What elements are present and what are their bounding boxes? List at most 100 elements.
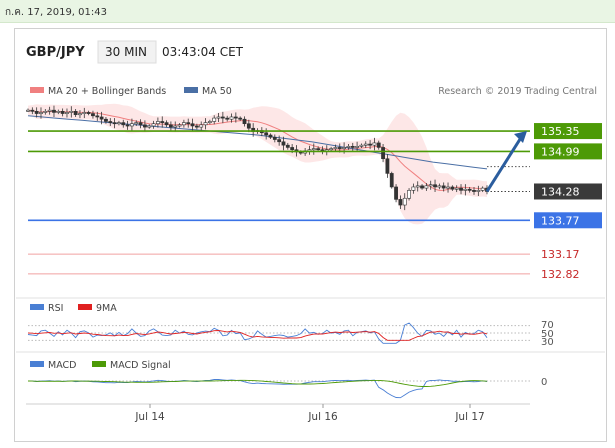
candle — [26, 108, 30, 112]
candle — [147, 124, 152, 129]
candle — [441, 182, 446, 192]
symbol-label: GBP/JPY — [26, 45, 85, 60]
candle — [402, 193, 407, 211]
x-tick-jul17: Jul 17 — [454, 411, 484, 423]
candle — [446, 182, 450, 193]
candle — [130, 118, 134, 132]
macd-line — [27, 378, 488, 399]
candle — [463, 184, 468, 196]
candle — [143, 120, 147, 132]
candle — [381, 144, 385, 163]
macd-zero-label: 0 — [541, 377, 547, 388]
price-levels: 135.35 134.99 134.28 133.77 133.17 132.82 — [28, 123, 602, 281]
candle — [82, 107, 87, 119]
candle — [151, 120, 156, 129]
candle — [450, 185, 455, 191]
candle — [476, 185, 481, 196]
candle — [99, 111, 104, 125]
ma20-legend-label: MA 20 + Bollinger Bands — [48, 86, 166, 97]
interval-label: 30 MIN — [105, 45, 147, 59]
level-label: 135.35 — [541, 125, 580, 138]
candle — [164, 120, 169, 128]
macd-plot — [27, 378, 530, 399]
candle — [43, 109, 48, 115]
price-plot — [26, 103, 489, 225]
rsi-ma-line — [27, 330, 488, 341]
ma50-legend-label: MA 50 — [202, 86, 232, 97]
candle — [389, 171, 394, 189]
chart-frame — [14, 28, 607, 442]
candle — [411, 183, 416, 194]
candle — [39, 107, 43, 119]
candle — [363, 141, 368, 148]
candle — [459, 184, 463, 195]
level-support-3: 133.77 — [28, 212, 602, 229]
ma50-legend-swatch — [184, 87, 198, 93]
candle — [199, 121, 204, 131]
candle — [246, 119, 251, 133]
candle — [242, 116, 247, 127]
candle — [30, 107, 35, 115]
ma50-line — [27, 115, 488, 170]
candle — [277, 135, 282, 146]
candle — [420, 184, 424, 190]
candle — [472, 186, 476, 195]
candle — [95, 111, 100, 121]
candle — [355, 141, 359, 152]
candle — [376, 140, 381, 150]
rsi-legend-label: RSI — [48, 303, 63, 314]
level-resistance-1: 134.99 — [28, 143, 602, 160]
candle — [121, 119, 126, 128]
candle — [156, 117, 160, 128]
candle — [56, 109, 61, 115]
candle — [186, 118, 191, 128]
candle — [428, 180, 433, 190]
ma20-line — [27, 109, 488, 191]
candle — [285, 142, 290, 150]
date-bar: ก.ค. 17, 2019, 01:43 — [0, 0, 615, 23]
level-label: 134.28 — [541, 185, 580, 198]
interval-box — [97, 40, 157, 64]
candle — [398, 195, 403, 209]
candle — [264, 128, 269, 140]
rsi-line — [27, 322, 488, 344]
candle — [372, 137, 377, 151]
ma20-legend-swatch — [30, 87, 44, 93]
projection-arrow — [485, 135, 524, 193]
candle — [173, 121, 178, 132]
candle — [78, 110, 82, 119]
candle — [480, 186, 485, 193]
candle — [138, 119, 143, 129]
candle — [203, 118, 208, 130]
candle — [433, 179, 437, 193]
candle — [467, 186, 472, 193]
candle — [407, 188, 411, 201]
level-label: 134.99 — [541, 145, 580, 158]
candle — [117, 120, 121, 126]
ma9-legend-swatch — [78, 304, 92, 310]
candle — [60, 108, 65, 117]
candle — [216, 112, 221, 123]
candle — [333, 144, 338, 152]
macd-legend-label: MACD — [48, 360, 76, 371]
candle — [368, 140, 372, 150]
candle — [73, 109, 78, 117]
x-tick-jul14: Jul 14 — [134, 411, 165, 423]
candle — [212, 115, 217, 125]
level-target-5: 132.82 — [28, 268, 580, 281]
candle — [207, 119, 212, 125]
candle — [104, 116, 108, 124]
level-resistance-0: 135.35 — [28, 123, 602, 140]
candle — [272, 134, 277, 143]
candle — [47, 106, 52, 115]
date-text: ก.ค. 17, 2019, 01:43 — [5, 7, 107, 18]
candle — [69, 106, 74, 118]
candle — [268, 133, 273, 139]
macd-legend-swatch — [30, 361, 44, 367]
candle — [190, 118, 195, 132]
macd-signal-legend-swatch — [92, 361, 106, 367]
rsi-plot — [27, 322, 530, 344]
macd-signal-legend-label: MACD Signal — [110, 360, 171, 371]
rsi-legend-swatch — [30, 304, 44, 310]
candle — [454, 185, 459, 193]
